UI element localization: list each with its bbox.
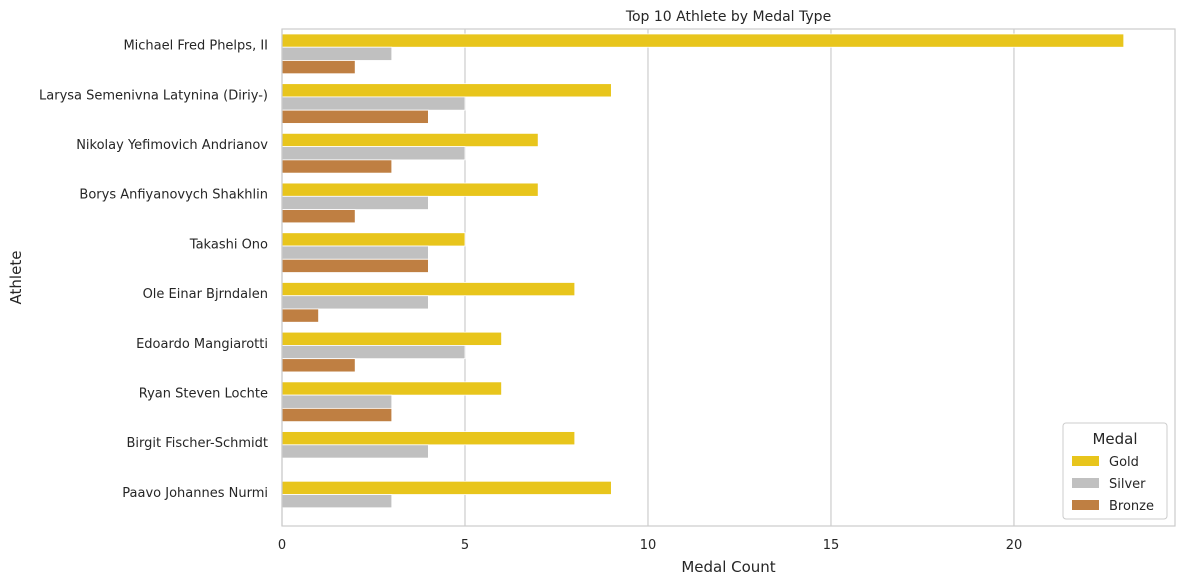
legend-title: Medal — [1092, 430, 1137, 448]
bar-bronze — [281, 258, 429, 273]
bar-bronze — [281, 358, 356, 373]
bar-silver — [281, 146, 466, 161]
x-axis-title: Medal Count — [681, 558, 775, 576]
chart-title: Top 10 Athlete by Medal Type — [625, 9, 831, 25]
bar-bronze — [281, 159, 393, 174]
bar-silver — [281, 96, 466, 111]
y-category-label: Paavo Johannes Nurmi — [122, 486, 268, 501]
bar-bronze — [281, 109, 429, 124]
bars — [281, 33, 1125, 509]
bar-bronze — [281, 407, 393, 423]
bar-bronze — [281, 308, 319, 323]
y-axis-title: Athlete — [7, 251, 25, 305]
bar-gold — [281, 431, 576, 446]
bar-gold — [281, 132, 539, 148]
legend-swatch-gold — [1072, 456, 1099, 466]
bar-silver — [281, 195, 429, 210]
y-category-label: Larysa Semenivna Latynina (Diriy-) — [39, 88, 268, 103]
legend-label-bronze: Bronze — [1109, 499, 1154, 514]
bar-gold — [281, 33, 1125, 48]
legend: Medal Gold Silver Bronze — [1062, 422, 1168, 520]
y-category-label: Borys Anfiyanovych Shakhlin — [79, 188, 268, 203]
y-category-label: Edoardo Mangiarotti — [136, 337, 268, 352]
bar-gold — [281, 83, 612, 98]
x-tick-label: 10 — [640, 538, 657, 553]
y-category-label: Ole Einar Bjrndalen — [143, 287, 268, 302]
bar-gold — [281, 182, 539, 197]
bar-bronze — [281, 209, 356, 224]
x-tick-labels: 0 5 10 15 20 — [278, 538, 1022, 553]
bar-silver — [281, 46, 393, 61]
bar-gold — [281, 381, 502, 396]
y-category-label: Birgit Fischer-Schmidt — [126, 436, 268, 451]
y-category-label: Ryan Steven Lochte — [139, 386, 268, 401]
bar-gold — [281, 232, 466, 247]
bar-silver — [281, 245, 429, 260]
y-category-label: Takashi Ono — [189, 237, 268, 252]
plot-frame — [281, 28, 1176, 527]
category-labels: Michael Fred Phelps, II Larysa Semenivna … — [39, 39, 268, 501]
bar-gold — [281, 331, 502, 346]
bar-silver — [281, 494, 393, 509]
bar-silver — [281, 345, 466, 360]
legend-swatch-silver — [1072, 478, 1099, 488]
legend-label-silver: Silver — [1109, 477, 1146, 492]
x-tick-label: 20 — [1006, 538, 1023, 553]
legend-label-gold: Gold — [1109, 455, 1139, 470]
y-category-label: Michael Fred Phelps, II — [123, 39, 268, 54]
x-tick-label: 5 — [461, 538, 469, 553]
x-tick-label: 0 — [278, 538, 286, 553]
legend-items: Gold Silver Bronze — [1072, 455, 1154, 514]
legend-swatch-bronze — [1072, 500, 1099, 510]
bar-silver — [281, 394, 393, 409]
bar-bronze — [281, 60, 356, 75]
bar-gold — [281, 480, 612, 495]
bar-silver — [281, 295, 429, 310]
legend-box — [1062, 422, 1168, 520]
x-tick-label: 15 — [823, 538, 840, 553]
y-category-label: Nikolay Yefimovich Andrianov — [76, 138, 268, 153]
bar-gold — [281, 282, 576, 297]
bar-silver — [281, 444, 429, 459]
